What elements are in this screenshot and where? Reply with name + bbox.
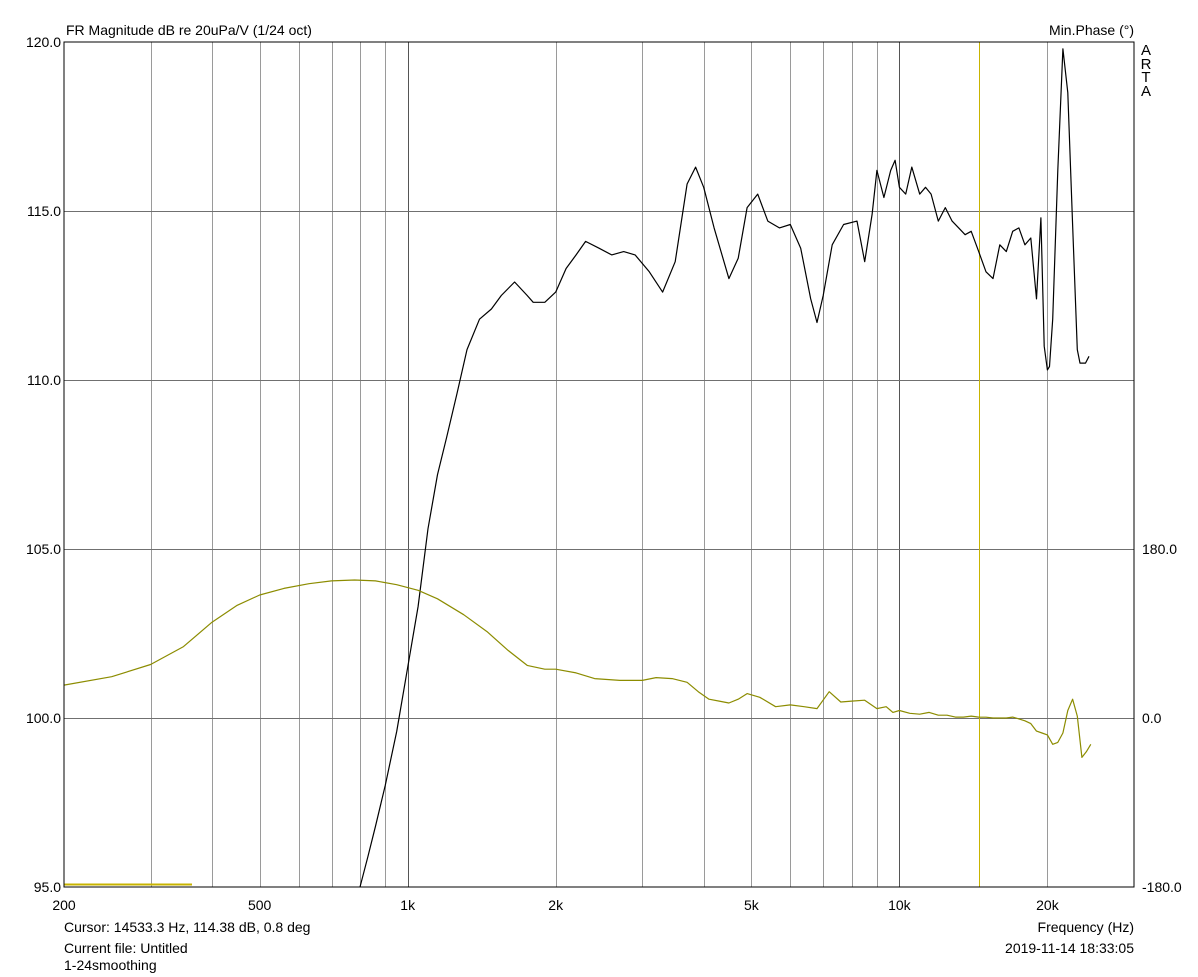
cursor-readout: Cursor: 14533.3 Hz, 114.38 dB, 0.8 deg: [64, 919, 311, 935]
timestamp: 2019-11-14 18:33:05: [1005, 940, 1134, 956]
x-tick-label: 200: [52, 897, 76, 913]
x-axis-label: Frequency (Hz): [1037, 919, 1134, 935]
y-tick-label: 110.0: [27, 372, 61, 388]
x-tick-label: 5k: [744, 897, 760, 913]
x-tick-label: 2k: [548, 897, 564, 913]
arta-watermark: ARTA: [1140, 42, 1152, 100]
smoothing-label: 1-24smoothing: [64, 957, 157, 973]
y-tick-label: 115.0: [27, 203, 61, 219]
x-tick-label: 1k: [400, 897, 416, 913]
x-tick-label: 20k: [1036, 897, 1060, 913]
chart-title: FR Magnitude dB re 20uPa/V (1/24 oct): [66, 22, 312, 38]
y-tick-label: 105.0: [26, 541, 61, 557]
grid-lines: [64, 42, 1134, 887]
data-series: [63, 42, 1092, 888]
magnitude-series-line: [359, 48, 1090, 888]
tick-labels: 200 500 1k 2k 5k 10k 20k 95.0 100.0 105.0 110.0 115…: [26, 34, 1182, 913]
x-tick-label: 500: [248, 897, 272, 913]
y2-tick-label: 180.0: [1142, 541, 1177, 557]
y2-tick-label: -180.0: [1142, 879, 1182, 895]
y-tick-label: 100.0: [26, 710, 61, 726]
y-tick-label: 120.0: [26, 34, 61, 50]
x-tick-label: 10k: [888, 897, 912, 913]
phase-series-line: [63, 579, 1092, 759]
phase-axis-title: Min.Phase (°): [1049, 22, 1134, 38]
y2-tick-label: 0.0: [1142, 710, 1162, 726]
current-file-label: Current file: Untitled: [64, 940, 188, 956]
y-tick-label: 95.0: [34, 879, 61, 895]
plot-frame: [63, 41, 1135, 888]
